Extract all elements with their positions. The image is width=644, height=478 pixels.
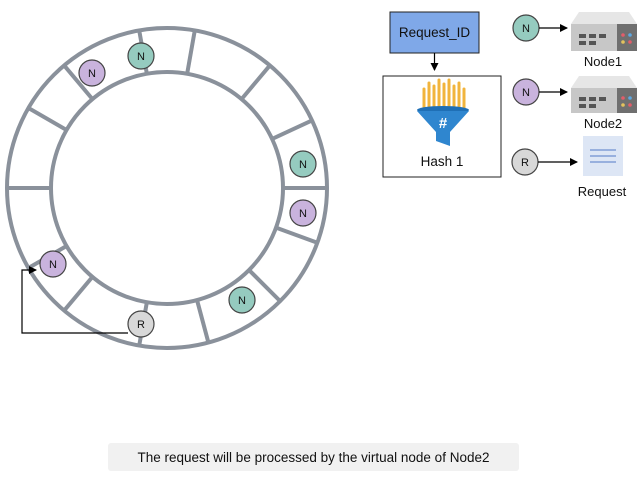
ring-divider	[185, 30, 197, 75]
ring-marker-node2: N	[78, 59, 106, 87]
ring-marker-label: R	[137, 319, 145, 331]
ring-marker-circle	[127, 42, 155, 70]
ring-marker-circle	[127, 310, 155, 338]
ring-marker-node2: N	[289, 199, 317, 227]
ring-dividers	[7, 30, 327, 346]
document-icon	[583, 136, 623, 176]
hash-label: Hash 1	[421, 154, 464, 169]
ring-divider	[62, 275, 94, 312]
ring-marker-node2: N	[39, 250, 67, 278]
ring-marker-node1: N	[289, 150, 317, 178]
caption: The request will be processed by the vir…	[108, 443, 519, 471]
legend-node1-marker-label: N	[522, 23, 530, 35]
ring-marker-label: N	[299, 208, 307, 220]
request-to-node2-arrow	[21, 266, 128, 334]
ring-marker-circle	[39, 250, 67, 278]
hash-ring	[5, 26, 329, 350]
legend: N Node1 N	[511, 12, 637, 199]
ring-marker-node1: N	[127, 42, 155, 70]
ring-marker-circle	[228, 286, 256, 314]
ring-divider	[247, 268, 282, 303]
legend-node2: N Node2	[512, 76, 637, 131]
legend-node2-label: Node2	[584, 116, 622, 131]
ring-marker-circle	[289, 150, 317, 178]
ring-marker-label: N	[137, 51, 145, 63]
ring-divider	[62, 64, 94, 101]
ring-marker-request: R	[127, 310, 155, 338]
hash-symbol: #	[439, 115, 448, 132]
ring-divider	[271, 118, 313, 141]
legend-request: R Request	[511, 136, 627, 199]
ring-divider	[27, 106, 68, 132]
hash-function-box: # Hash 1	[382, 75, 502, 178]
legend-node2-marker-label: N	[522, 87, 530, 99]
ring-inner	[49, 70, 285, 306]
ring-divider	[275, 225, 319, 245]
ring-marker-label: N	[238, 295, 246, 307]
legend-node1: N Node1	[512, 12, 637, 69]
ring-markers: N N N N N R N	[39, 42, 317, 338]
legend-request-label: Request	[578, 184, 627, 199]
ring-marker-node1: N	[228, 286, 256, 314]
ring-marker-label: N	[299, 159, 307, 171]
ring-marker-circle	[289, 199, 317, 227]
legend-request-marker-label: R	[521, 157, 529, 169]
server-icon	[571, 76, 637, 113]
legend-node1-label: Node1	[584, 54, 622, 69]
ring-divider	[240, 64, 272, 101]
request-id-label: Request_ID	[399, 25, 471, 40]
hash-funnel-icon: #	[417, 78, 469, 146]
ring-marker-circle	[78, 59, 106, 87]
request-id-box: Request_ID	[389, 11, 480, 54]
ring-divider	[195, 299, 211, 344]
ring-marker-label: N	[88, 68, 96, 80]
server-icon	[571, 12, 637, 51]
ring-marker-label: N	[49, 259, 57, 271]
